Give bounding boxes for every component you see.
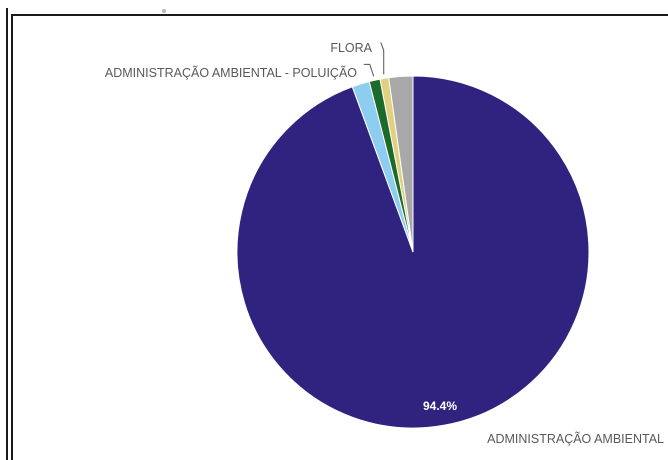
- slice-label-administracao-ambiental: ADMINISTRAÇÃO AMBIENTAL: [487, 432, 664, 446]
- cropped-title-fragment: [150, 6, 180, 14]
- leader-line-administracao-ambiental-poluicao: [363, 63, 375, 77]
- leader-lines: [363, 42, 385, 77]
- slice-label-flora: FLORA: [330, 41, 372, 55]
- left-border: [6, 8, 8, 460]
- pie-slice-unlabeled-4[interactable]: [388, 75, 414, 253]
- value-label-administracao-ambiental: 94.4%: [423, 399, 457, 413]
- leader-line-flora: [380, 42, 385, 75]
- slice-label-administracao-ambiental-poluicao: ADMINISTRAÇÃO AMBIENTAL - POLUIÇÃO: [105, 66, 357, 80]
- pie-slices: [236, 75, 590, 429]
